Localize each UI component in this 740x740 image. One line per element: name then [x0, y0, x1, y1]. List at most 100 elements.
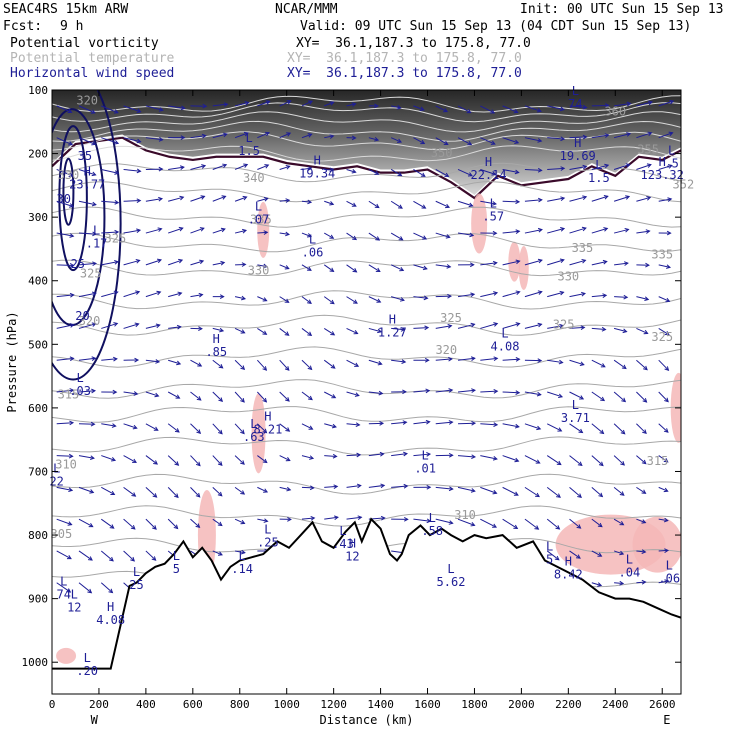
wind-vector: [636, 164, 652, 170]
theta-contour-label: 330: [248, 263, 270, 277]
extremum-marker: L: [546, 540, 553, 554]
extremum-marker: L: [77, 371, 84, 385]
wind-vector-head: [620, 460, 625, 466]
terrain-fill: [52, 519, 681, 694]
wind-vector: [257, 455, 268, 463]
wind-vector-head: [663, 517, 669, 523]
wind-vector-head: [286, 132, 292, 137]
wind-vector: [390, 200, 403, 209]
wind-vector-head: [354, 392, 360, 397]
wind-vector-head: [559, 323, 565, 329]
wind-vector-head: [351, 102, 357, 107]
wind-vector-head: [514, 169, 520, 175]
wind-vector-head: [332, 453, 338, 459]
x-tick-label: 2400: [602, 698, 629, 711]
wind-vector-head: [158, 166, 164, 172]
wind-vector: [324, 455, 337, 457]
wind-vector: [301, 391, 313, 400]
wind-vector-head: [158, 196, 164, 202]
wind-vector: [234, 455, 245, 465]
wind-vector: [457, 323, 475, 329]
theta-contour-label: 325: [440, 311, 462, 325]
wind-vector-head: [663, 458, 669, 463]
wind-vector-head: [599, 429, 605, 435]
x-tick-label: 800: [230, 698, 250, 711]
wind-vector: [56, 455, 73, 457]
wind-vector-head: [643, 329, 649, 335]
wind-vector-head: [513, 108, 519, 114]
wind-vector-head: [578, 428, 584, 434]
wind-vector-head: [68, 453, 74, 459]
wind-vector: [279, 423, 290, 432]
wind-vector: [78, 232, 96, 235]
wind-vector-head: [513, 491, 519, 496]
wind-vector-head: [619, 580, 625, 586]
wind-vector-head: [536, 425, 542, 431]
wind-vector-head: [241, 262, 247, 267]
extremum-marker: L: [626, 552, 633, 566]
wind-vector-head: [66, 555, 72, 560]
wind-vector: [391, 421, 407, 425]
wind-vector: [301, 328, 312, 336]
wind-vector: [301, 167, 312, 170]
wind-vector: [457, 357, 475, 361]
wind-vector-head: [581, 226, 587, 232]
wind-vector-head: [307, 365, 313, 371]
wind-vector: [658, 164, 673, 170]
wind-vector-head: [620, 429, 626, 435]
wind-vector: [234, 327, 245, 334]
wind-vector: [257, 296, 267, 302]
wind-vector-head: [174, 493, 179, 499]
y-tick-label: 800: [28, 529, 48, 542]
wind-vector-head: [398, 236, 404, 241]
wind-vector-head: [377, 360, 383, 366]
wind-vector-head: [178, 226, 184, 232]
wind-vector: [524, 423, 541, 430]
wind-vector: [413, 327, 429, 329]
x-axis-west-label: W: [91, 713, 99, 727]
wind-vector: [435, 518, 453, 524]
wind-vector-head: [559, 258, 565, 264]
pv-patch: [251, 393, 266, 474]
wind-vector-head: [222, 163, 228, 169]
wind-vector: [190, 135, 206, 139]
wind-vector-head: [421, 204, 427, 209]
wind-vector-head: [351, 135, 357, 141]
extremum-marker: L: [668, 144, 675, 158]
wind-vector: [368, 169, 379, 175]
wind-vector-head: [426, 518, 432, 524]
wind-vector: [547, 167, 565, 170]
wind-vector-head: [668, 131, 674, 137]
wind-vector: [100, 550, 114, 562]
wind-vector: [391, 105, 401, 109]
theta-contour: [52, 436, 681, 456]
wind-vector: [613, 133, 631, 139]
wind-vector-head: [403, 483, 409, 489]
valid-time: Valid: 09 UTC Sun 15 Sep 13 (04 CDT Sun …: [300, 19, 692, 34]
wind-vector-head: [152, 493, 158, 498]
wind-vector: [257, 231, 268, 234]
x-tick-label: 2600: [649, 698, 676, 711]
extremum-value: .01: [414, 462, 436, 476]
wind-vector-head: [378, 390, 384, 396]
wind-vector-head: [647, 131, 653, 137]
wind-vector: [234, 518, 245, 524]
wind-vector-head: [646, 163, 652, 168]
wind-vector: [457, 518, 475, 526]
wind-vector-head: [379, 451, 385, 457]
wind-vector: [480, 486, 497, 494]
wind-vector: [101, 168, 119, 174]
wind-vector: [279, 100, 291, 107]
wind-vector-head: [307, 331, 313, 337]
wind-vector: [636, 230, 650, 234]
wind-vector-head: [515, 259, 521, 265]
wind-vector: [324, 101, 334, 107]
wind-vector: [346, 423, 360, 426]
wind-vector-head: [196, 396, 202, 401]
wind-vector: [591, 486, 603, 497]
wind-vector-head: [197, 362, 203, 367]
wind-vector-head: [419, 106, 425, 111]
wind-vector: [391, 485, 408, 488]
wind-vector: [435, 486, 453, 490]
wind-vector-head: [200, 195, 206, 200]
